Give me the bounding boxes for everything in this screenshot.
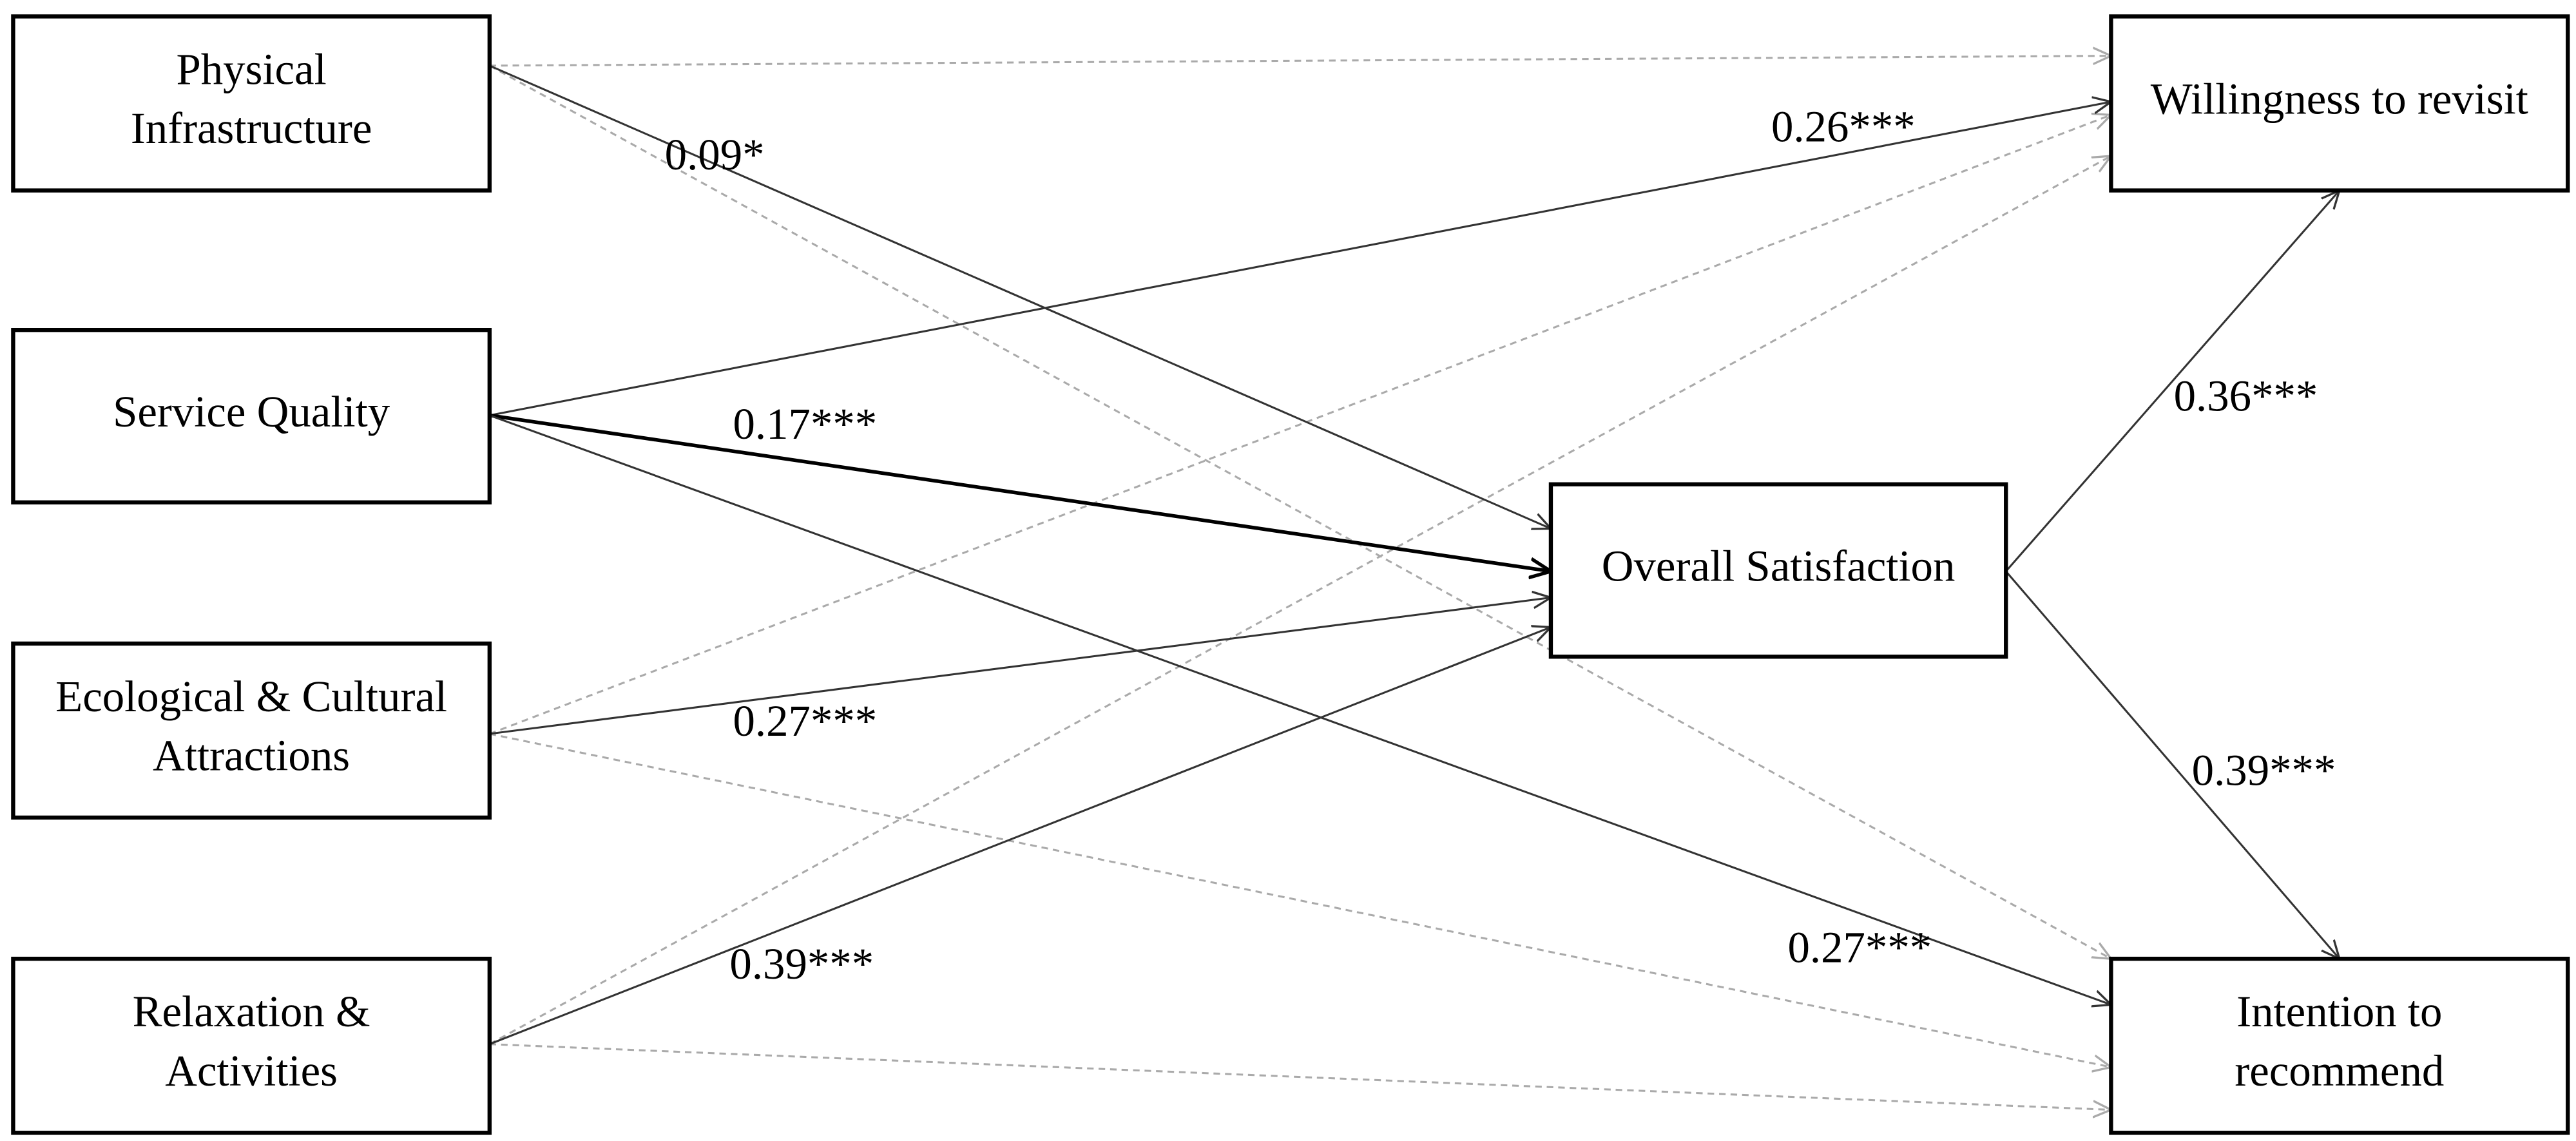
path-coefficient: 0.09* xyxy=(665,130,765,179)
construct-box xyxy=(11,641,492,820)
dashed-path xyxy=(489,156,2111,1045)
path-coefficient: 0.39*** xyxy=(2192,746,2336,795)
construct-box xyxy=(11,328,492,504)
path xyxy=(489,598,1551,735)
construct-label: Relaxation & xyxy=(133,987,370,1036)
construct-label: Infrastructure xyxy=(131,104,372,153)
path xyxy=(489,414,2111,1005)
path xyxy=(2005,191,2340,572)
path xyxy=(489,413,1551,571)
path xyxy=(489,102,2111,417)
path-coefficient: 0.26*** xyxy=(1771,102,1916,151)
path-coefficient: 0.27*** xyxy=(1787,923,1932,972)
construct-box xyxy=(11,14,492,193)
path xyxy=(489,64,1551,529)
path xyxy=(489,627,1551,1046)
path-coefficient: 0.17*** xyxy=(733,399,878,448)
construct-box xyxy=(11,956,492,1135)
construct-label: Intention to xyxy=(2236,987,2442,1036)
construct-label: Physical xyxy=(176,44,326,93)
path-coefficient: 0.39*** xyxy=(729,939,874,988)
construct-box xyxy=(2109,956,2570,1135)
dashed-path xyxy=(489,64,2111,959)
construct-label: Willingness to revisit xyxy=(2151,74,2528,123)
path-coefficient: 0.36*** xyxy=(2174,372,2318,421)
construct-label: Ecological & Cultural xyxy=(55,672,447,721)
construct-box xyxy=(1548,482,2008,659)
construct-box xyxy=(2109,14,2570,193)
dashed-path xyxy=(489,733,2111,1067)
construct-label: Service Quality xyxy=(113,387,390,436)
construct-label: recommend xyxy=(2235,1046,2444,1095)
construct-label: Attractions xyxy=(153,731,350,780)
dashed-path xyxy=(489,1043,2111,1110)
dashed-path xyxy=(489,56,2111,67)
construct-label: Activities xyxy=(165,1046,338,1095)
path-coefficient: 0.27*** xyxy=(733,696,878,745)
dashed-path xyxy=(489,115,2111,735)
path xyxy=(2005,570,2340,959)
construct-label: Overall Satisfaction xyxy=(1602,541,1956,590)
